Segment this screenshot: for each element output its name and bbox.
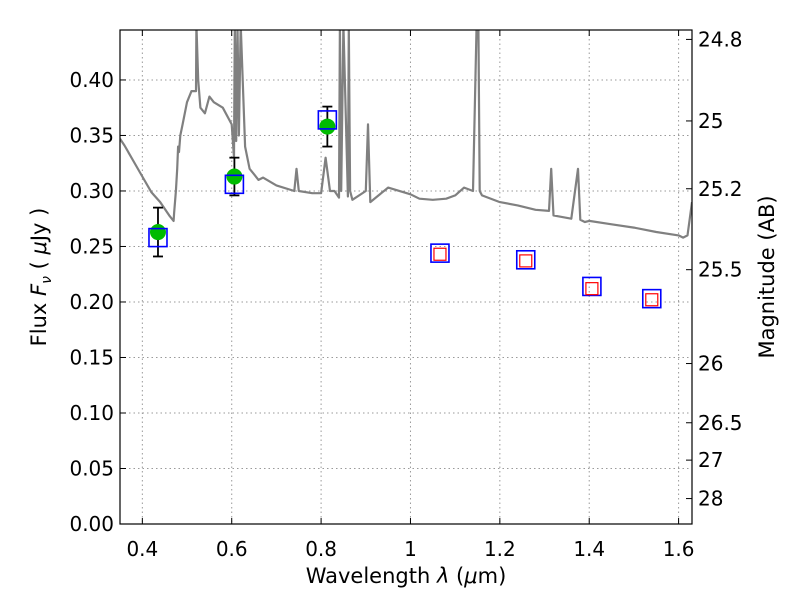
model-photometry-marker: [317, 110, 338, 130]
x-axis-ticks: 0.4 0.6 0.8 1 1.2 1.4 1.6: [126, 30, 695, 561]
model-photometry-marker: [148, 227, 168, 248]
model-photometry-marker: [515, 249, 536, 270]
magnitude-axis-label: Magnitude (AB): [755, 195, 779, 358]
model-photometry-marker: [582, 276, 602, 297]
grid-lines: [120, 30, 692, 525]
y-axis-label: Flux Fν ( μJy ): [27, 208, 55, 347]
y-tick-label: 0.20: [69, 290, 114, 314]
model-photometry-marker: [641, 288, 662, 309]
predicted-marker: [585, 282, 599, 296]
x-tick-label: 1: [404, 537, 417, 561]
y-tick-label: 0.25: [69, 234, 114, 258]
magnitude-tick-label: 27: [698, 448, 723, 472]
model-photometry-marker: [224, 174, 245, 195]
y-tick-label: 0.30: [69, 179, 114, 203]
y-axis-ticks: 0.00 0.05 0.10 0.15 0.20 0.25 0.30 0.35 0.40: [69, 68, 126, 536]
plot-area: [120, 30, 692, 309]
predicted-points: [433, 247, 659, 307]
y-tick-label: 0.35: [69, 123, 114, 147]
y-tick-label: 0.00: [69, 512, 114, 536]
model-photometry-marker: [430, 243, 450, 263]
predicted-marker: [645, 293, 659, 307]
y-tick-label: 0.40: [69, 68, 114, 92]
model-photometry-points: [148, 110, 662, 309]
magnitude-tick-label: 26: [698, 352, 723, 376]
y-tick-label: 0.05: [69, 456, 114, 480]
predicted-marker: [433, 247, 447, 261]
magnitude-tick-label: 25.2: [698, 177, 743, 201]
model-spectrum-line: [120, 30, 692, 239]
magnitude-tick-label: 28: [698, 487, 723, 511]
plot-frame: [119, 29, 693, 525]
magnitude-tick-label: 25.5: [698, 258, 743, 282]
x-tick-label: 1.6: [663, 537, 695, 561]
y-tick-label: 0.15: [69, 345, 114, 369]
x-tick-label: 0.8: [305, 537, 337, 561]
magnitude-tick-label: 26.5: [698, 411, 743, 435]
predicted-marker: [519, 254, 533, 268]
magnitude-tick-label: 25: [698, 109, 723, 133]
x-axis-label: Wavelength λ (μm): [306, 564, 507, 588]
observed-marker: [319, 118, 336, 135]
x-tick-label: 1.4: [573, 537, 605, 561]
observed-points: [149, 105, 336, 258]
magnitude-axis-ticks: 24.8 25 25.2 25.5 26 26.5 27 28: [686, 27, 743, 511]
y-tick-label: 0.10: [69, 401, 114, 425]
x-tick-label: 0.4: [126, 537, 158, 561]
x-tick-label: 1.2: [484, 537, 516, 561]
x-tick-label: 0.6: [216, 537, 248, 561]
observed-marker: [149, 224, 166, 241]
observed-marker: [226, 168, 243, 185]
magnitude-tick-label: 24.8: [698, 27, 743, 51]
